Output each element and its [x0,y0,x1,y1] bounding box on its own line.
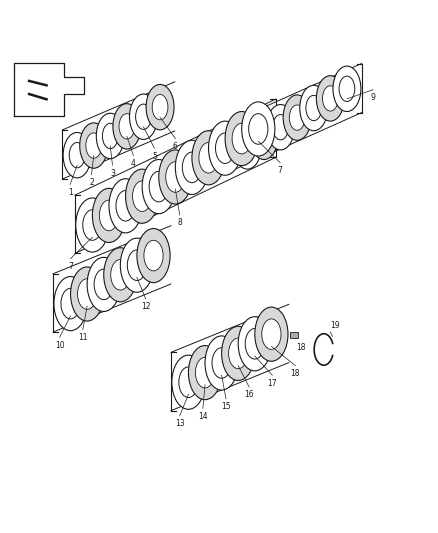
Ellipse shape [99,200,119,231]
Ellipse shape [322,86,338,111]
Ellipse shape [199,142,218,173]
Text: 19: 19 [330,321,339,330]
Ellipse shape [80,123,108,168]
Text: 6: 6 [173,142,178,151]
Ellipse shape [225,111,258,166]
Ellipse shape [109,179,142,233]
Text: 3: 3 [110,169,115,177]
Text: 14: 14 [198,412,208,421]
Ellipse shape [111,260,130,290]
Text: 18: 18 [291,369,300,378]
Ellipse shape [256,124,272,149]
Ellipse shape [205,336,238,390]
Ellipse shape [283,95,311,140]
Ellipse shape [78,279,97,309]
Ellipse shape [113,103,141,149]
Text: 5: 5 [152,152,157,160]
Ellipse shape [208,121,242,175]
Ellipse shape [54,277,87,330]
Ellipse shape [159,150,192,204]
Text: 17: 17 [268,379,277,387]
Ellipse shape [262,319,281,350]
Ellipse shape [267,104,294,150]
Ellipse shape [86,133,102,158]
Text: 2: 2 [89,179,94,187]
Ellipse shape [316,76,344,121]
Ellipse shape [255,307,288,361]
Ellipse shape [166,161,185,192]
Ellipse shape [144,240,163,271]
Ellipse shape [222,326,255,381]
Bar [290,333,297,338]
Ellipse shape [172,355,205,409]
Ellipse shape [300,85,328,131]
Ellipse shape [232,123,251,154]
Ellipse shape [238,317,272,371]
Ellipse shape [120,238,153,292]
Text: 10: 10 [55,341,64,350]
Ellipse shape [289,105,305,130]
Ellipse shape [63,133,91,178]
Ellipse shape [104,248,137,302]
Text: 12: 12 [141,302,150,311]
Ellipse shape [192,131,225,185]
Ellipse shape [229,338,248,369]
Ellipse shape [242,102,275,156]
Ellipse shape [233,124,261,169]
Ellipse shape [130,94,157,140]
Ellipse shape [146,84,174,130]
Text: 13: 13 [175,419,184,429]
Text: 15: 15 [221,402,231,411]
Ellipse shape [137,229,170,282]
Ellipse shape [92,188,126,243]
Text: 7: 7 [278,166,283,175]
Text: 1: 1 [68,188,73,197]
Ellipse shape [133,181,152,212]
Text: 9: 9 [371,93,375,102]
Text: 4: 4 [131,159,136,168]
Ellipse shape [152,94,168,120]
Ellipse shape [195,357,215,388]
Ellipse shape [333,66,361,111]
Ellipse shape [188,345,222,400]
Text: 18: 18 [296,343,305,352]
Ellipse shape [87,257,120,311]
Ellipse shape [142,159,175,214]
Ellipse shape [76,198,109,252]
Ellipse shape [175,140,208,195]
Ellipse shape [71,267,104,321]
Text: 8: 8 [177,219,182,228]
Text: 16: 16 [244,391,254,400]
Ellipse shape [250,114,278,159]
Text: 7: 7 [68,262,73,271]
Ellipse shape [119,114,135,139]
Ellipse shape [96,113,124,159]
Ellipse shape [126,169,159,223]
Text: 11: 11 [78,333,88,342]
